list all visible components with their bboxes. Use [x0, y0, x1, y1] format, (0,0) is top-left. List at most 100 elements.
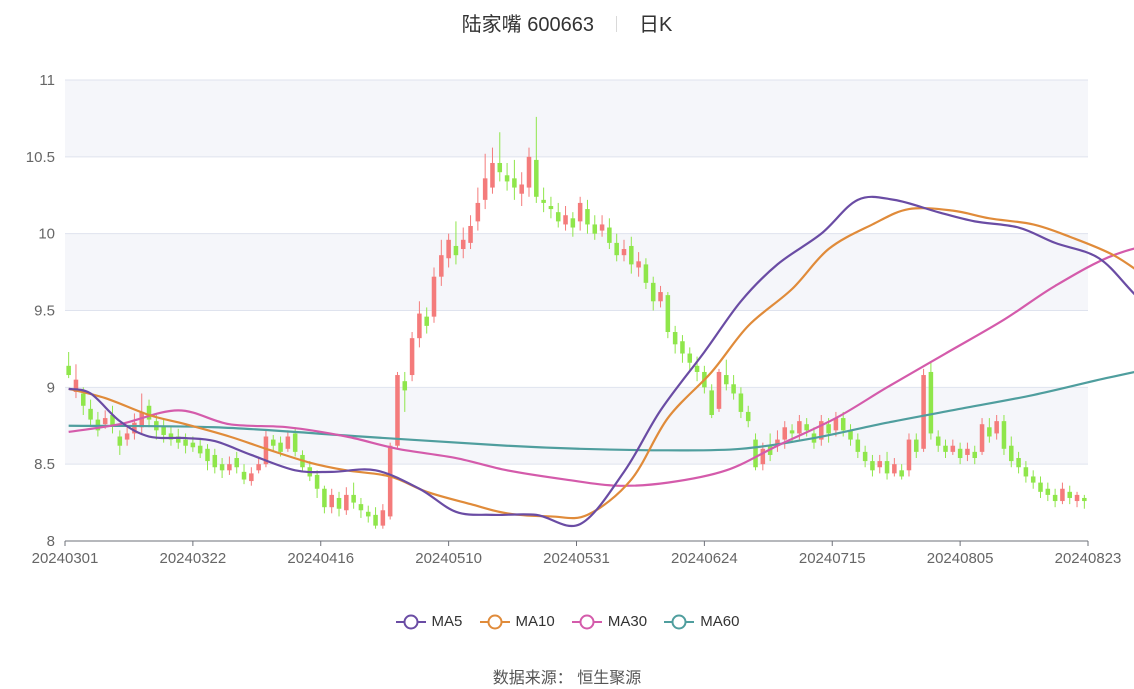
candle-body [592, 224, 598, 234]
candle-body [724, 375, 729, 385]
candle-body [358, 504, 364, 511]
candle-body [88, 408, 93, 420]
candle-body [380, 510, 386, 526]
candle-body [504, 175, 510, 182]
candle-body [987, 427, 992, 437]
x-tick-label: 20240322 [160, 550, 227, 567]
legend-item-ma10[interactable]: MA10 [479, 613, 555, 630]
candle-body [694, 365, 700, 372]
candle-body [782, 427, 788, 440]
x-tick-label: 20240510 [415, 550, 482, 567]
candle-body [1045, 488, 1051, 495]
candle-body [81, 393, 86, 406]
candle-body [146, 405, 152, 420]
candle-body [665, 295, 671, 333]
candle-body [205, 448, 210, 462]
y-tick-label: 9 [47, 379, 55, 396]
candle-body [285, 436, 291, 449]
candle-body [914, 439, 919, 452]
ma60-legend-icon [664, 614, 695, 629]
candle-body [570, 218, 576, 228]
candle-body [475, 202, 481, 222]
candle-body [862, 451, 868, 462]
kline-chart: 8 8.5 9 9.5 10 10.5 11 20240301 20240322 20240416… [26, 72, 1134, 567]
x-tick-label: 20240624 [671, 550, 738, 567]
candle-body [212, 454, 218, 468]
candle-body [855, 439, 861, 452]
candle-body [797, 421, 802, 434]
candle-body [636, 261, 641, 268]
x-tick-label: 20240805 [927, 550, 994, 567]
y-tick-label: 10 [38, 226, 55, 243]
candle-body [555, 212, 561, 222]
candle-body [117, 436, 123, 446]
legend-item-ma60[interactable]: MA60 [663, 613, 739, 630]
candle-body [102, 418, 108, 425]
candle-body [877, 461, 883, 468]
candle-body [870, 461, 875, 471]
candle-body [227, 464, 232, 471]
chart-title: 陆家嘴 600663 日K [0, 8, 1134, 37]
candle-body [439, 255, 444, 277]
legend: MA5 MA10 MA30 MA60 [0, 613, 1134, 634]
ma5-line [68, 195, 1134, 527]
candle-body [585, 209, 590, 225]
candle-body [66, 365, 71, 376]
candle-body [687, 353, 693, 363]
candle-body [460, 239, 466, 250]
candle-body [1030, 476, 1036, 483]
candle-body [124, 433, 130, 440]
candle-body [139, 411, 144, 428]
candle-body [417, 313, 422, 339]
period-label: 日K [638, 14, 673, 36]
candle-body [249, 473, 254, 482]
candle-body [709, 390, 714, 415]
candle-body [680, 341, 685, 354]
candle-body [906, 439, 912, 471]
candle-body [497, 162, 503, 173]
y-tick-label: 8 [47, 533, 55, 550]
candle-body [431, 276, 437, 317]
candle-body [190, 442, 196, 448]
candle-body [322, 488, 327, 508]
candle-body [957, 448, 963, 459]
legend-label-ma60: MA60 [700, 613, 740, 630]
legend-label-ma30: MA30 [607, 613, 648, 630]
candle-body [219, 464, 225, 471]
y-tick-label: 9.5 [34, 303, 55, 320]
y-tick-label: 8.5 [34, 456, 55, 473]
title-divider [615, 16, 617, 32]
candle-body [387, 445, 393, 517]
legend-item-ma30[interactable]: MA30 [571, 613, 647, 630]
candle-body [804, 424, 809, 431]
candle-body [329, 494, 334, 508]
candle-body [1009, 445, 1014, 462]
legend-item-ma5[interactable]: MA5 [395, 613, 462, 630]
candle-body [168, 433, 174, 440]
candle-body [1052, 494, 1058, 502]
candle-body [534, 159, 539, 197]
candle-body [899, 470, 904, 477]
candle-body [110, 414, 115, 426]
candle-body [563, 215, 568, 225]
candle-body [292, 433, 298, 452]
ma10-line [68, 207, 1134, 520]
candle-body [994, 421, 999, 434]
grid-band [65, 80, 1088, 157]
candle-body [1038, 482, 1043, 492]
y-tick-label: 11 [39, 72, 55, 89]
ma5-legend-icon [395, 614, 426, 629]
candle-body [336, 497, 342, 509]
candle-body [175, 436, 181, 443]
x-tick-label: 20240301 [32, 550, 99, 567]
candle-body [197, 445, 203, 454]
candle-body [1067, 491, 1072, 498]
candle-body [650, 282, 656, 302]
candle-body [789, 430, 795, 434]
data-source: 数据来源： 恒生聚源 [492, 670, 642, 687]
candle-body [468, 225, 473, 243]
candle-body [314, 474, 320, 489]
candle-body [753, 439, 758, 468]
grid-band [65, 387, 1088, 465]
candle-body [892, 464, 897, 474]
